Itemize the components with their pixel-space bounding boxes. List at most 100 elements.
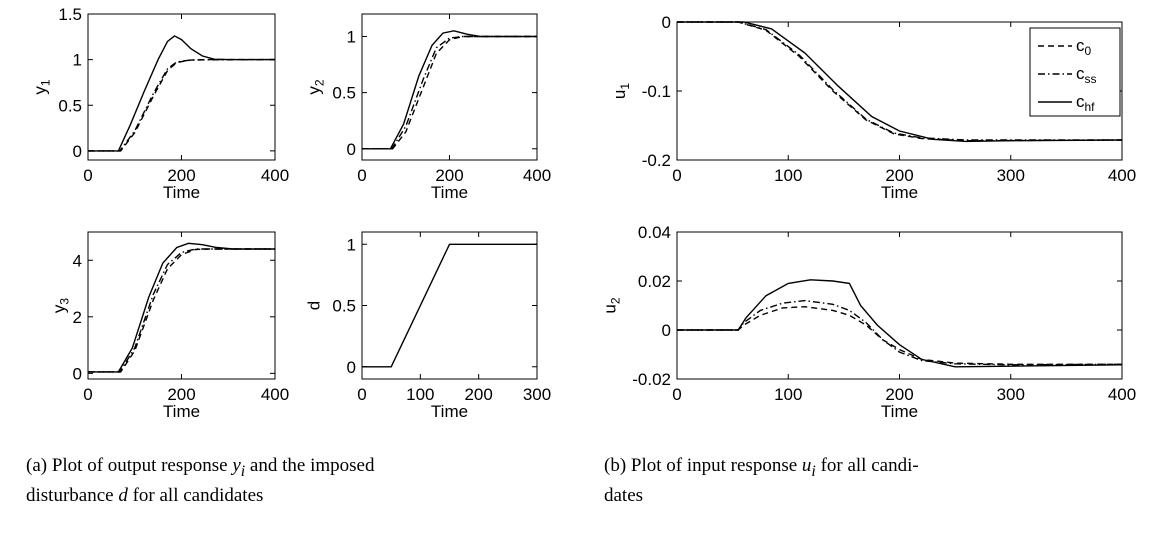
y-axis-label-sub: 2	[313, 79, 327, 86]
caption-b: (b) Plot of input response ui for all ca…	[604, 455, 919, 506]
legend-box	[1029, 27, 1121, 117]
x-tick-label: 100	[406, 385, 434, 404]
y-axis-label-base: y	[50, 304, 69, 313]
caption-a: (a) Plot of output response yi and the i…	[26, 455, 375, 506]
y-tick-label: 0.02	[638, 272, 671, 291]
legend-entry: css	[1076, 64, 1097, 86]
series-c0-line	[88, 248, 275, 373]
x-tick-label: 200	[167, 385, 195, 404]
y-axis-label: y1	[31, 79, 53, 95]
y-axis-label-base: y	[305, 86, 324, 95]
series-c0-line	[88, 58, 275, 152]
x-axis-label: Time	[881, 402, 918, 421]
legend-label-base: c	[1076, 92, 1085, 111]
y-axis-label-base: y	[31, 86, 50, 95]
x-tick-label: 200	[435, 166, 463, 185]
y-tick-label: 1.5	[58, 5, 82, 24]
x-tick-label: 400	[1108, 385, 1136, 404]
series-chf-line	[88, 242, 275, 373]
series-chf-line	[677, 21, 1123, 143]
panel-d: 0 100 200 300 0 0.5 1 Time d	[305, 231, 551, 421]
y-tick-label: 0.5	[332, 84, 356, 103]
y-axis-label: y2	[305, 79, 327, 95]
y-tick-label: 1	[347, 235, 356, 254]
x-tick-label: 400	[261, 385, 289, 404]
y-tick-label: -0.02	[632, 370, 671, 389]
series-c0-line	[677, 305, 1122, 365]
series-chf-line	[362, 30, 537, 150]
y-tick-label: 0	[347, 358, 356, 377]
panel-y2: 0 200 400 0 0.5 1 Time y2	[305, 13, 551, 202]
x-axis-label: Time	[163, 183, 200, 202]
series-css-line	[677, 21, 1122, 141]
panel-u1: 0 100 200 300 400 -0.2 -0.1 0 Time u1	[610, 13, 1136, 202]
series-css-line	[88, 58, 276, 152]
x-axis-label: Time	[431, 402, 468, 421]
plot-frame	[87, 13, 276, 161]
x-tick-label: 0	[357, 385, 366, 404]
y-axis-label: u2	[601, 297, 623, 313]
series-d-line	[362, 243, 537, 368]
legend-entry: c0	[1076, 36, 1092, 58]
x-axis-label: Time	[431, 183, 468, 202]
x-tick-label: 0	[83, 385, 92, 404]
x-axis-label: Time	[881, 183, 918, 202]
series-c0-line	[362, 35, 537, 150]
y-axis-label-base: u	[601, 304, 620, 313]
legend-label-sub: ss	[1085, 72, 1097, 86]
y-tick-label: 1	[73, 51, 82, 70]
y-tick-label: 4	[73, 251, 82, 270]
x-tick-label: 100	[774, 166, 802, 185]
x-tick-label: 0	[672, 385, 681, 404]
y-tick-label: 0	[662, 13, 671, 32]
y-tick-label: 0.5	[58, 96, 82, 115]
y-tick-label: -0.2	[642, 151, 671, 170]
x-tick-label: 400	[523, 166, 551, 185]
x-tick-label: 0	[357, 166, 366, 185]
legend-label-sub: 0	[1085, 44, 1092, 58]
y-tick-label: 0.5	[332, 297, 356, 316]
x-tick-label: 0	[672, 166, 681, 185]
y-tick-label: 1	[347, 27, 356, 46]
legend-label-base: c	[1076, 36, 1085, 55]
y-axis-label-sub: 3	[58, 298, 72, 305]
x-tick-label: 200	[167, 166, 195, 185]
plot-frame	[361, 231, 538, 380]
y-axis-label: d	[305, 301, 324, 310]
panel-y1: 0 200 400 0 0.5 1 1.5 Time y1	[31, 5, 290, 202]
x-axis-label: Time	[163, 402, 200, 421]
x-tick-label: 200	[885, 385, 913, 404]
y-tick-label: 0	[73, 364, 82, 383]
legend-entry: chf	[1076, 92, 1095, 114]
y-tick-label: 0.04	[638, 223, 671, 242]
x-tick-label: 0	[83, 166, 92, 185]
plot-frame	[676, 231, 1123, 380]
y-axis-label-sub: 2	[609, 297, 623, 304]
y-tick-label: 0	[73, 142, 82, 161]
x-tick-label: 400	[261, 166, 289, 185]
y-tick-label: -0.1	[642, 82, 671, 101]
y-axis-label-base: d	[305, 301, 324, 310]
series-css-line	[677, 299, 1123, 366]
x-tick-label: 300	[997, 166, 1025, 185]
series-css-line	[88, 248, 275, 373]
y-axis-label: y3	[50, 298, 72, 314]
series-css-line	[362, 35, 537, 150]
legend-label-sub: hf	[1085, 100, 1096, 114]
series-chf-line	[88, 35, 275, 152]
x-tick-label: 300	[997, 385, 1025, 404]
legend-label-base: c	[1076, 64, 1085, 83]
x-tick-label: 300	[523, 385, 551, 404]
series-chf-line	[677, 279, 1123, 368]
y-axis-label-base: u	[610, 90, 629, 99]
plot-frame	[87, 231, 276, 380]
y-tick-label: 0	[662, 321, 671, 340]
y-tick-label: 0	[347, 140, 356, 159]
x-tick-label: 200	[464, 385, 492, 404]
x-tick-label: 100	[774, 385, 802, 404]
y-axis-label: u1	[610, 83, 632, 99]
y-tick-label: 2	[73, 308, 82, 327]
